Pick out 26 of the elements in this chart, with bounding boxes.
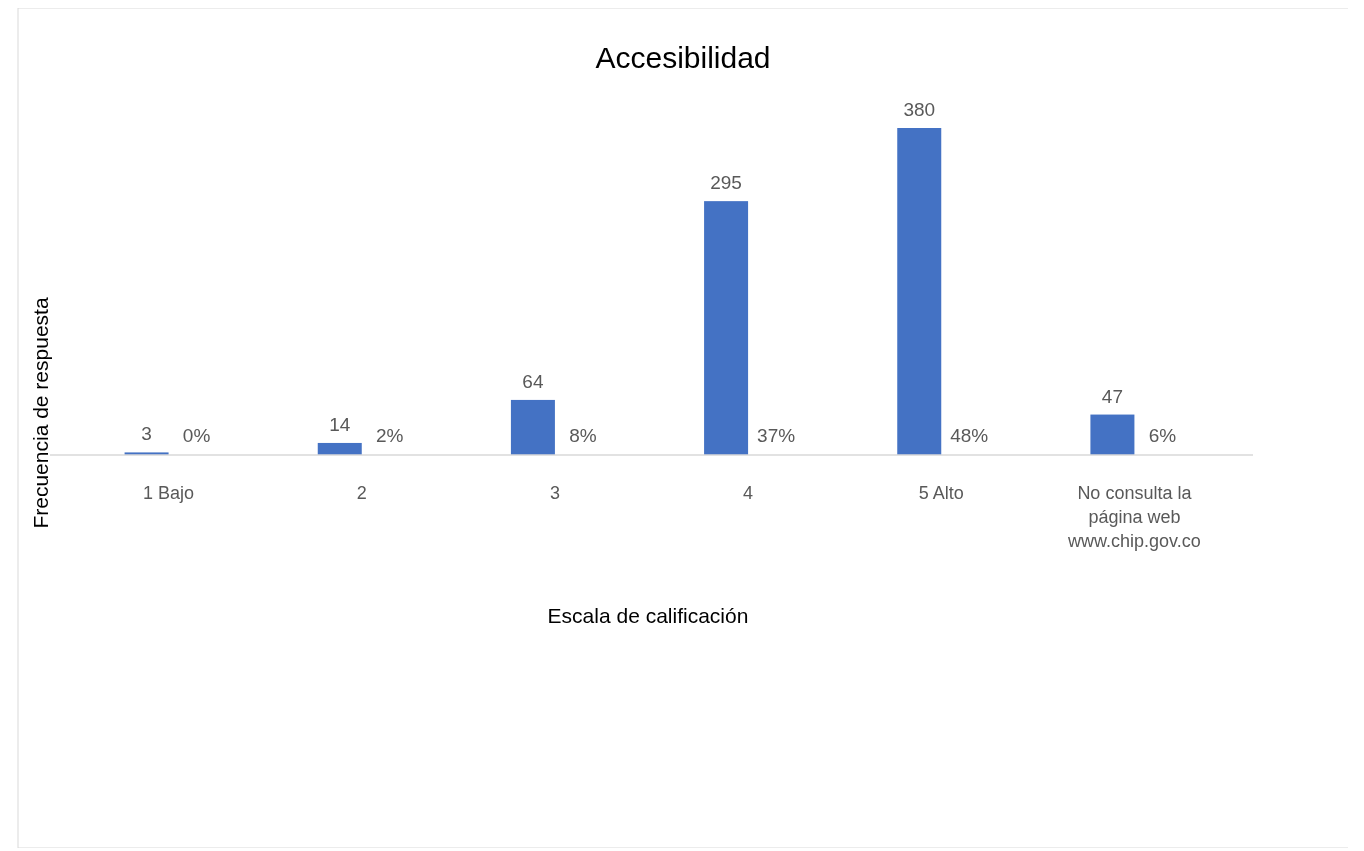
data-label: 3 (141, 423, 152, 445)
x-axis-title: Escala de calificación (547, 604, 749, 627)
x-tick-label: 3 (549, 483, 560, 503)
annotation: 8% (569, 425, 597, 446)
y-axis-title: Frecuencia de respuesta (29, 297, 52, 529)
x-tick-label: 1 Bajo (143, 483, 195, 503)
annotation: 6% (1148, 425, 1177, 446)
bar (317, 442, 362, 455)
chart-title: Accesibilidad (595, 41, 771, 74)
x-tick-label: No consulta la página web www.chip.gov.co (1067, 483, 1201, 551)
annotation: 37% (757, 425, 796, 446)
data-label: 47 (1101, 385, 1123, 407)
data-label: 295 (710, 172, 742, 194)
data-label: 380 (903, 99, 936, 120)
x-tick-label: 5 Alto (918, 483, 964, 503)
bar (510, 399, 555, 455)
annotation: 0% (182, 425, 211, 446)
x-tick-label: 4 (743, 483, 754, 503)
annotation: 48% (950, 425, 989, 446)
annotation: 2% (376, 425, 404, 446)
data-label: 64 (522, 370, 544, 392)
bar (704, 201, 749, 455)
data-label: 14 (329, 413, 351, 435)
bar (1090, 414, 1135, 455)
bar (897, 128, 942, 455)
x-tick-label: 2 (356, 483, 367, 503)
